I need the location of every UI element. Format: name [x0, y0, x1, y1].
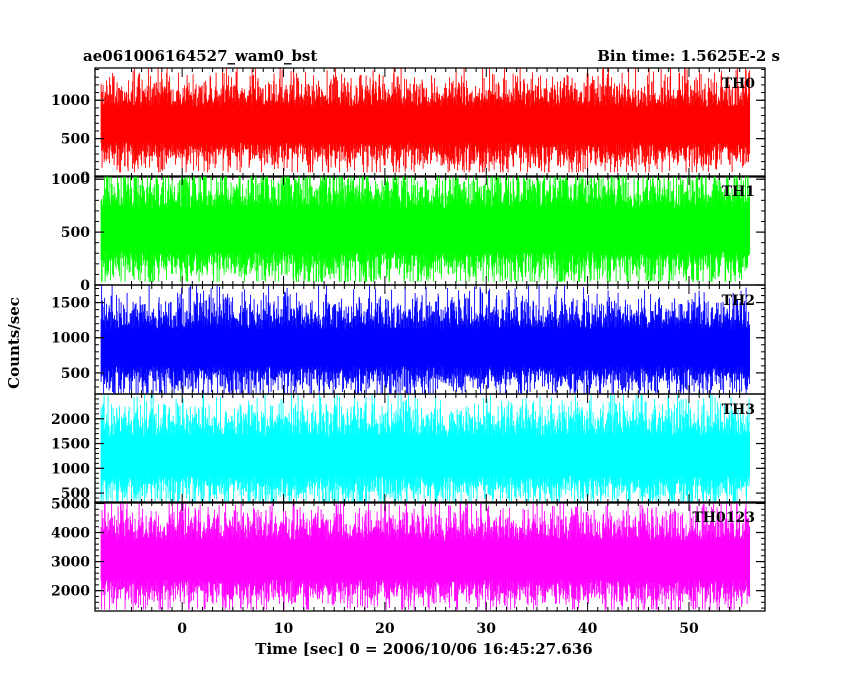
y-tick-label: 500	[61, 486, 90, 502]
bin-time-label: Bin time: 1.5625E-2 s	[597, 47, 780, 65]
chart-title: ae061006164527_wam0_bst	[83, 47, 317, 65]
y-tick-label: 1000	[51, 331, 90, 347]
y-tick-label: 0	[80, 278, 90, 294]
panel-frame	[94, 67, 766, 178]
panel-label-th2: TH2	[722, 293, 755, 309]
x-tick-label: 30	[477, 621, 497, 637]
y-tick-label: 500	[61, 132, 90, 148]
y-tick-label: 1000	[51, 93, 90, 109]
series-th2-line	[100, 285, 751, 394]
y-tick-label: 3000	[51, 555, 90, 571]
x-tick-label: 0	[177, 621, 187, 637]
series-th1-line	[100, 176, 751, 282]
y-tick-label: 1000	[51, 172, 90, 188]
panels-group: 0 500 1000 TH0 0 500 1000 TH1 500 1000 1500 TH2 500 1…	[51, 67, 766, 612]
x-axis-label: Time [sec] 0 = 2006/10/06 16:45:27.636	[255, 640, 592, 658]
y-tick-label: 500	[61, 366, 90, 382]
panel-label-th0: TH0	[722, 76, 756, 92]
series-th0-line	[100, 68, 751, 173]
x-tick-label: 40	[578, 621, 598, 637]
y-tick-label: 4000	[51, 526, 90, 542]
series-th0123-line	[100, 503, 751, 610]
panel-label-th1: TH1	[722, 184, 755, 200]
y-tick-label: 1000	[51, 461, 90, 477]
x-tick-label: 50	[679, 621, 699, 637]
panel-label-th3: TH3	[722, 402, 755, 418]
x-tick-label: 10	[274, 621, 294, 637]
x-tick-label: 20	[375, 621, 395, 637]
y-tick-label: 5000	[51, 496, 90, 512]
y-tick-label: 500	[61, 225, 90, 241]
x-axis: 0 10 20 30 40 50	[177, 621, 699, 637]
y-tick-label: 2000	[51, 412, 90, 428]
panel-th0123: 2000 3000 4000 5000 TH0123	[51, 496, 766, 612]
y-tick-label: 2000	[51, 584, 90, 600]
y-axis-label: Counts/sec	[5, 297, 23, 389]
panel-frame	[94, 501, 766, 612]
panel-th0: 0 500 1000 TH0	[51, 67, 766, 186]
series-th3-line	[100, 395, 751, 502]
panel-th2: 500 1000 1500 TH2	[51, 284, 766, 395]
panel-label-th0123: TH0123	[692, 510, 755, 526]
y-tick-label: 1500	[51, 296, 90, 312]
y-tick-label: 1500	[51, 437, 90, 453]
panel-th3: 500 1000 1500 2000 TH3	[51, 393, 766, 504]
panel-th1: 0 500 1000 TH1	[51, 172, 766, 294]
y-tick-label: 0	[80, 170, 90, 186]
